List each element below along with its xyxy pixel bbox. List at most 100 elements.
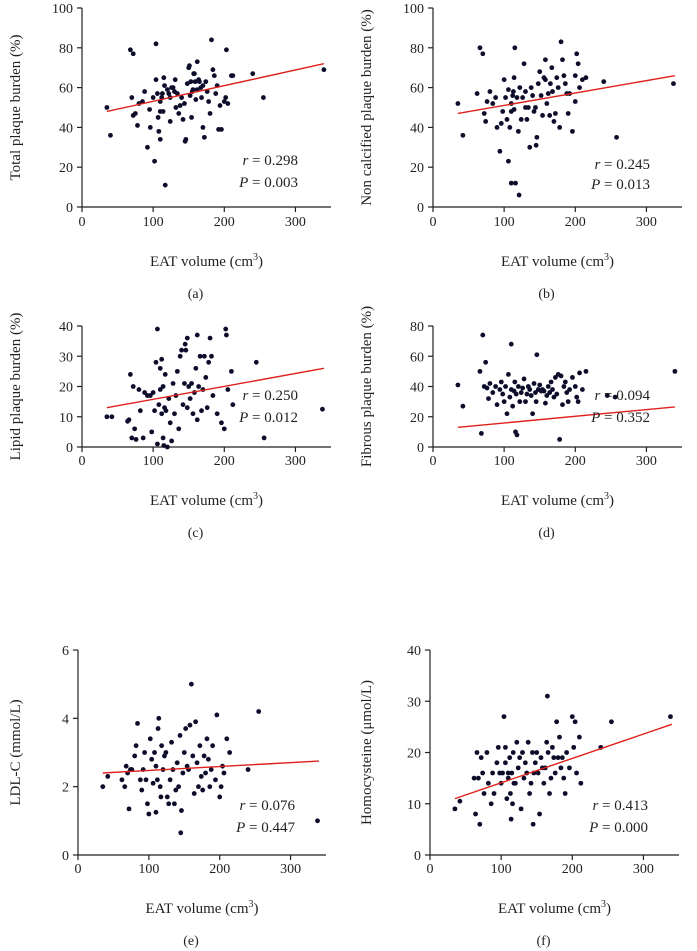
data-point bbox=[550, 387, 555, 392]
data-point bbox=[156, 128, 162, 134]
data-point bbox=[160, 384, 166, 389]
data-point bbox=[518, 390, 524, 395]
data-point bbox=[157, 365, 163, 371]
data-point bbox=[169, 739, 174, 745]
data-point bbox=[152, 158, 157, 164]
data-point bbox=[505, 770, 511, 776]
scatter-panel-a: 0 100 200 300 0 20 40 60 80 100 EAT volume (cm3) To… bbox=[8, 2, 331, 302]
data-point bbox=[565, 399, 571, 405]
data-point bbox=[561, 73, 567, 79]
x-tick-label: 200 bbox=[565, 215, 586, 230]
x-tick-label: 100 bbox=[143, 454, 164, 469]
y-tick-label: 10 bbox=[407, 798, 421, 813]
data-point bbox=[149, 429, 155, 435]
regression-line bbox=[454, 723, 673, 800]
data-point bbox=[147, 107, 152, 112]
x-tick-label: 200 bbox=[565, 454, 586, 469]
p-value: P = 0.003 bbox=[238, 175, 298, 191]
data-point bbox=[135, 123, 140, 128]
y-tick-label: 100 bbox=[403, 2, 424, 17]
data-point bbox=[516, 192, 522, 198]
data-point bbox=[520, 385, 526, 391]
data-point bbox=[186, 384, 192, 389]
data-point bbox=[501, 399, 507, 405]
data-point bbox=[224, 47, 229, 53]
x-tick-label: 100 bbox=[143, 215, 164, 230]
data-point bbox=[160, 435, 166, 441]
data-point bbox=[214, 712, 220, 718]
data-point bbox=[193, 365, 199, 371]
data-point bbox=[172, 411, 177, 417]
data-point bbox=[196, 79, 202, 85]
data-point bbox=[520, 750, 525, 755]
x-tick-label: 100 bbox=[138, 862, 159, 877]
data-point bbox=[152, 408, 157, 414]
data-point bbox=[497, 148, 503, 154]
data-point bbox=[562, 379, 568, 385]
data-point bbox=[544, 739, 550, 745]
r-statistic: r = 0.298 bbox=[242, 153, 298, 169]
data-point bbox=[184, 81, 190, 87]
data-point bbox=[487, 89, 493, 94]
data-point bbox=[167, 420, 173, 426]
data-point bbox=[474, 750, 480, 755]
data-point bbox=[583, 75, 589, 81]
data-point bbox=[194, 417, 200, 423]
x-tick-label: 0 bbox=[75, 862, 82, 877]
data-point bbox=[552, 770, 558, 776]
data-point bbox=[541, 780, 547, 786]
data-point bbox=[213, 777, 218, 783]
y-tick-label: 60 bbox=[410, 82, 424, 97]
data-point bbox=[174, 760, 180, 766]
data-point bbox=[500, 109, 506, 114]
data-point bbox=[565, 111, 571, 116]
data-point bbox=[512, 45, 518, 51]
data-point bbox=[515, 128, 521, 134]
data-point bbox=[527, 144, 533, 150]
data-point bbox=[504, 411, 510, 417]
data-point bbox=[171, 801, 177, 807]
y-tick-label: 80 bbox=[410, 42, 424, 57]
data-point bbox=[147, 736, 153, 742]
data-point bbox=[137, 777, 143, 783]
x-axis-title: EAT volume (cm3) bbox=[501, 252, 614, 270]
data-point bbox=[159, 743, 165, 749]
data-point bbox=[132, 426, 138, 432]
y-tick-label: 0 bbox=[66, 441, 73, 456]
data-point bbox=[513, 391, 519, 397]
data-point bbox=[478, 755, 484, 761]
data-point bbox=[224, 332, 229, 338]
data-point bbox=[538, 93, 544, 98]
data-point bbox=[567, 387, 572, 392]
data-point bbox=[129, 435, 135, 441]
data-point bbox=[225, 101, 231, 106]
data-point bbox=[164, 87, 170, 92]
data-point bbox=[575, 61, 581, 67]
data-point bbox=[253, 359, 259, 365]
data-point bbox=[170, 85, 176, 90]
x-axis-title: EAT volume (cm3) bbox=[150, 252, 263, 270]
data-point bbox=[503, 95, 508, 100]
data-point bbox=[554, 391, 560, 397]
data-point bbox=[455, 382, 461, 388]
data-point bbox=[531, 381, 537, 386]
y-tick-label: 40 bbox=[410, 381, 424, 396]
data-point bbox=[150, 95, 156, 100]
data-point bbox=[574, 394, 580, 400]
data-point bbox=[219, 420, 224, 426]
data-point bbox=[537, 382, 543, 388]
regression-line bbox=[102, 760, 319, 774]
data-point bbox=[153, 809, 159, 815]
scatter-panel-c: 0 100 200 300 0 10 20 30 40 EAT volume (cm3) Lipid… bbox=[8, 313, 331, 541]
data-point bbox=[176, 784, 182, 790]
data-point bbox=[510, 801, 515, 807]
data-point bbox=[155, 91, 160, 96]
data-point bbox=[550, 89, 555, 94]
data-point bbox=[498, 121, 504, 126]
y-tick-label: 40 bbox=[407, 644, 421, 659]
data-point bbox=[153, 77, 159, 83]
data-point bbox=[480, 332, 486, 338]
data-point bbox=[315, 818, 320, 824]
data-point bbox=[518, 806, 524, 812]
data-point bbox=[156, 402, 162, 408]
